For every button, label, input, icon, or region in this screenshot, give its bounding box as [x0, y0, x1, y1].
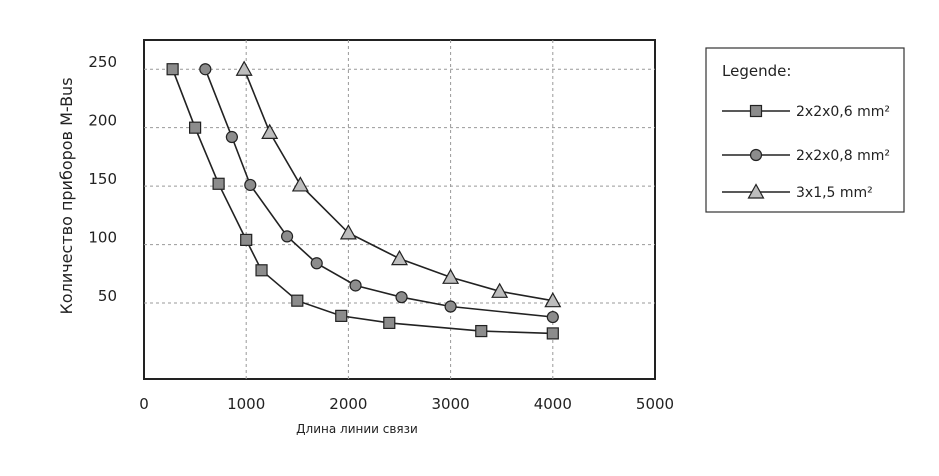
legend-label: 2x2x0,6 mm²: [796, 104, 890, 120]
x-tick-label: 4000: [534, 395, 572, 413]
legend: Legende: 2x2x0,6 mm² 2x2x0,8 mm² 3x1,5 mm²: [705, 47, 905, 213]
x-tick-label: 3000: [432, 395, 470, 413]
legend-items: 2x2x0,6 mm² 2x2x0,8 mm² 3x1,5 mm²: [722, 104, 890, 201]
data-point: [383, 316, 396, 329]
data-point: [546, 310, 559, 324]
legend-marker: [749, 148, 763, 162]
y-tick-label: 50: [98, 287, 117, 305]
data-point: [240, 233, 253, 246]
legend-box: [705, 47, 905, 213]
data-point: [199, 63, 212, 76]
series-square: [166, 63, 559, 340]
data-point: [255, 264, 268, 277]
data-point: [491, 282, 509, 298]
legend-marker: [749, 104, 763, 118]
data-point: [225, 130, 238, 144]
data-point: [390, 249, 409, 266]
series-triangle: [235, 60, 562, 308]
data-point: [291, 176, 309, 192]
plot-area: [143, 39, 656, 380]
legend-label: 3x1,5 mm²: [796, 185, 873, 201]
data-point: [261, 123, 279, 139]
data-point: [310, 257, 323, 270]
y-tick-label: 200: [88, 112, 117, 130]
data-point: [212, 177, 225, 190]
y-axis-ticks: 50 100 150 200 250: [88, 53, 117, 305]
x-tick-label: 2000: [329, 395, 367, 413]
data-point: [395, 291, 408, 304]
x-tick-label: 0: [139, 395, 149, 413]
y-tick-label: 100: [88, 229, 117, 247]
data-point: [442, 268, 460, 284]
data-point: [280, 230, 294, 243]
data-point: [244, 178, 257, 192]
x-axis-ticks: 0 1000 2000 3000 4000 5000: [139, 395, 674, 413]
x-tick-label: 5000: [636, 395, 674, 413]
data-point: [544, 291, 562, 308]
x-tick-label: 1000: [227, 395, 265, 413]
legend-label: 2x2x0,8 mm²: [796, 148, 890, 164]
series-circle: [199, 63, 559, 324]
data-point: [189, 121, 202, 134]
y-tick-label: 250: [88, 53, 117, 71]
y-tick-label: 150: [88, 170, 117, 188]
data-point: [546, 327, 559, 340]
data-point: [339, 224, 357, 240]
legend-item: 3x1,5 mm²: [722, 183, 873, 201]
data-point: [235, 60, 253, 76]
data-point: [475, 324, 488, 338]
data-point: [291, 294, 304, 307]
y-axis-label: Количество приборов M-Bus: [57, 77, 76, 314]
series-line: [171, 68, 553, 335]
data-point: [349, 279, 362, 292]
x-axis-label: Длина линии связи: [296, 422, 418, 436]
grid: [144, 40, 655, 379]
legend-item: 2x2x0,6 mm²: [722, 104, 890, 120]
legend-item: 2x2x0,8 mm²: [722, 148, 890, 164]
data-point: [444, 300, 457, 313]
series-group: [166, 60, 562, 340]
data-point: [166, 63, 179, 76]
data-point: [335, 309, 348, 322]
legend-marker: [747, 183, 765, 199]
legend-title: Legende:: [722, 62, 791, 80]
series-line: [243, 68, 553, 302]
